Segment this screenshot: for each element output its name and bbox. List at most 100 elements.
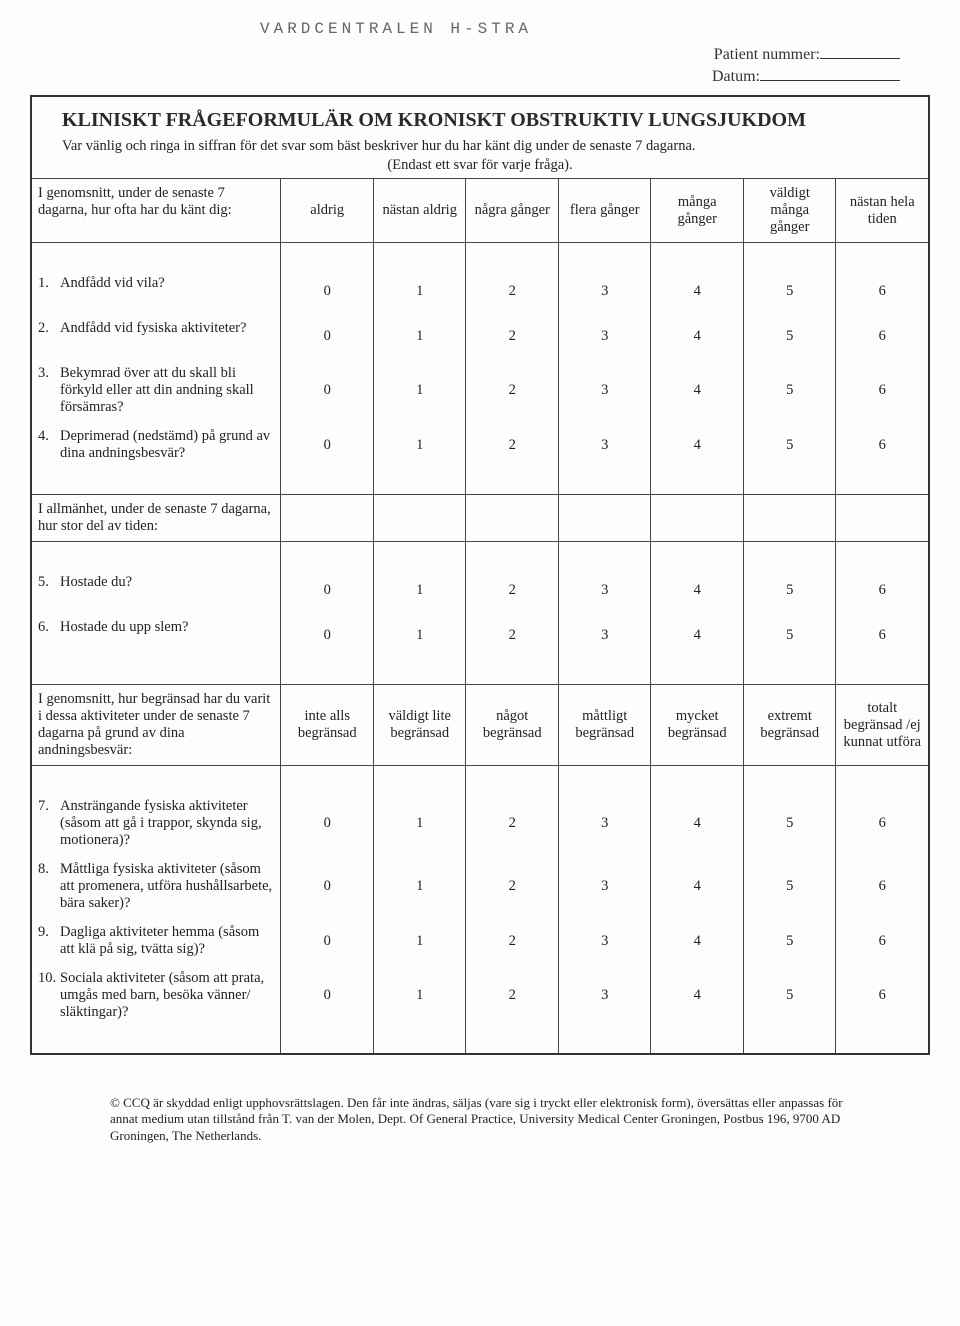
scale-value[interactable]: 4 <box>651 918 744 964</box>
scale-value[interactable]: 1 <box>373 422 466 468</box>
scale-label: väldigt lite begränsad <box>373 685 466 766</box>
scale-value[interactable]: 2 <box>466 269 559 314</box>
scale-label <box>651 495 744 542</box>
section-prompt: I genomsnitt, under de senaste 7 dagarna… <box>32 179 281 243</box>
scale-value[interactable]: 1 <box>373 918 466 964</box>
section-prompt: I allmänhet, under de senaste 7 dagarna,… <box>32 495 281 542</box>
scale-value[interactable]: 5 <box>743 855 836 918</box>
question-number: 1. <box>38 275 60 292</box>
scale-value[interactable]: 3 <box>558 792 651 855</box>
scale-value[interactable]: 4 <box>651 964 744 1027</box>
scale-value[interactable]: 5 <box>743 613 836 658</box>
section-prompt: I genomsnitt, hur begränsad har du varit… <box>32 685 281 766</box>
scale-label: inte alls begränsad <box>281 685 374 766</box>
scale-label: flera gånger <box>558 179 651 243</box>
scale-value[interactable]: 6 <box>836 964 928 1027</box>
scale-value[interactable]: 3 <box>558 568 651 613</box>
scale-value[interactable]: 5 <box>743 422 836 468</box>
scale-value[interactable]: 1 <box>373 314 466 359</box>
scale-value[interactable]: 6 <box>836 918 928 964</box>
scale-value[interactable]: 2 <box>466 359 559 422</box>
question-row: 3.Bekymrad över att du skall bli förkyld… <box>32 359 928 422</box>
scale-value[interactable]: 6 <box>836 359 928 422</box>
scale-value[interactable]: 1 <box>373 964 466 1027</box>
scale-value[interactable]: 0 <box>281 314 374 359</box>
scale-value[interactable]: 4 <box>651 792 744 855</box>
patient-number-label: Patient nummer: <box>714 46 820 63</box>
scale-label: några gånger <box>466 179 559 243</box>
questionnaire-table: I genomsnitt, under de senaste 7 dagarna… <box>32 178 928 1053</box>
scale-value[interactable]: 3 <box>558 918 651 964</box>
scale-value[interactable]: 6 <box>836 314 928 359</box>
scale-value[interactable]: 4 <box>651 359 744 422</box>
scale-value[interactable]: 2 <box>466 422 559 468</box>
scale-value[interactable]: 2 <box>466 314 559 359</box>
question-row: 4.Deprimerad (nedstämd) på grund av dina… <box>32 422 928 468</box>
scale-value[interactable]: 0 <box>281 918 374 964</box>
scale-value[interactable]: 1 <box>373 269 466 314</box>
scale-value[interactable]: 0 <box>281 792 374 855</box>
scale-value[interactable]: 5 <box>743 359 836 422</box>
scale-value[interactable]: 5 <box>743 568 836 613</box>
scale-value[interactable]: 4 <box>651 314 744 359</box>
scale-value[interactable]: 4 <box>651 568 744 613</box>
scale-value[interactable]: 5 <box>743 314 836 359</box>
scale-value[interactable]: 0 <box>281 568 374 613</box>
scale-value[interactable]: 3 <box>558 359 651 422</box>
scale-value[interactable]: 6 <box>836 855 928 918</box>
scale-value[interactable]: 2 <box>466 792 559 855</box>
scale-value[interactable]: 6 <box>836 568 928 613</box>
scale-value[interactable]: 6 <box>836 613 928 658</box>
question-cell: 7.Ansträngande fysiska aktiviteter (såso… <box>32 792 281 855</box>
question-cell: 4.Deprimerad (nedstämd) på grund av dina… <box>32 422 281 468</box>
scale-value[interactable]: 4 <box>651 855 744 918</box>
scale-value[interactable]: 3 <box>558 314 651 359</box>
scale-value[interactable]: 1 <box>373 568 466 613</box>
scale-value[interactable]: 5 <box>743 792 836 855</box>
scale-value[interactable]: 0 <box>281 855 374 918</box>
scale-value[interactable]: 3 <box>558 964 651 1027</box>
question-number: 9. <box>38 924 60 958</box>
scale-value[interactable]: 0 <box>281 359 374 422</box>
scale-value[interactable]: 5 <box>743 269 836 314</box>
question-text: Ansträngande fysiska aktiviteter (såsom … <box>60 798 274 849</box>
question-row: 9.Dagliga aktiviteter hemma (såsom att k… <box>32 918 928 964</box>
scale-value[interactable]: 4 <box>651 422 744 468</box>
instruction-1: Var vänlig och ringa in siffran för det … <box>62 138 696 154</box>
scale-value[interactable]: 0 <box>281 422 374 468</box>
scale-value[interactable]: 3 <box>558 855 651 918</box>
scale-value[interactable]: 6 <box>836 792 928 855</box>
page: VARDCENTRALEN H-STRA Patient nummer: Dat… <box>0 0 960 1326</box>
question-text: Hostade du upp slem? <box>60 619 188 636</box>
scale-value[interactable]: 4 <box>651 269 744 314</box>
question-text: Hostade du? <box>60 574 132 591</box>
scale-value[interactable]: 0 <box>281 269 374 314</box>
question-text: Deprimerad (nedstämd) på grund av dina a… <box>60 428 274 462</box>
scale-value[interactable]: 3 <box>558 422 651 468</box>
scale-value[interactable]: 5 <box>743 964 836 1027</box>
question-row: 10.Sociala aktiviteter (såsom att prata,… <box>32 964 928 1027</box>
scale-value[interactable]: 1 <box>373 792 466 855</box>
scale-label: mycket begränsad <box>651 685 744 766</box>
scale-value[interactable]: 2 <box>466 855 559 918</box>
scale-value[interactable]: 1 <box>373 613 466 658</box>
scale-value[interactable]: 2 <box>466 964 559 1027</box>
scale-value[interactable]: 1 <box>373 359 466 422</box>
scale-value[interactable]: 0 <box>281 964 374 1027</box>
scale-value[interactable]: 1 <box>373 855 466 918</box>
scale-value[interactable]: 6 <box>836 422 928 468</box>
scale-value[interactable]: 2 <box>466 568 559 613</box>
scale-value[interactable]: 3 <box>558 269 651 314</box>
question-cell: 9.Dagliga aktiviteter hemma (såsom att k… <box>32 918 281 964</box>
scale-value[interactable]: 5 <box>743 918 836 964</box>
form-box: KLINISKT FRÅGEFORMULÄR OM KRONISKT OBSTR… <box>30 95 930 1055</box>
scale-label: många gånger <box>651 179 744 243</box>
scale-label: aldrig <box>281 179 374 243</box>
scale-value[interactable]: 2 <box>466 613 559 658</box>
scale-value[interactable]: 6 <box>836 269 928 314</box>
scale-value[interactable]: 0 <box>281 613 374 658</box>
scale-value[interactable]: 2 <box>466 918 559 964</box>
question-row: 5.Hostade du?0123456 <box>32 568 928 613</box>
scale-value[interactable]: 3 <box>558 613 651 658</box>
scale-value[interactable]: 4 <box>651 613 744 658</box>
